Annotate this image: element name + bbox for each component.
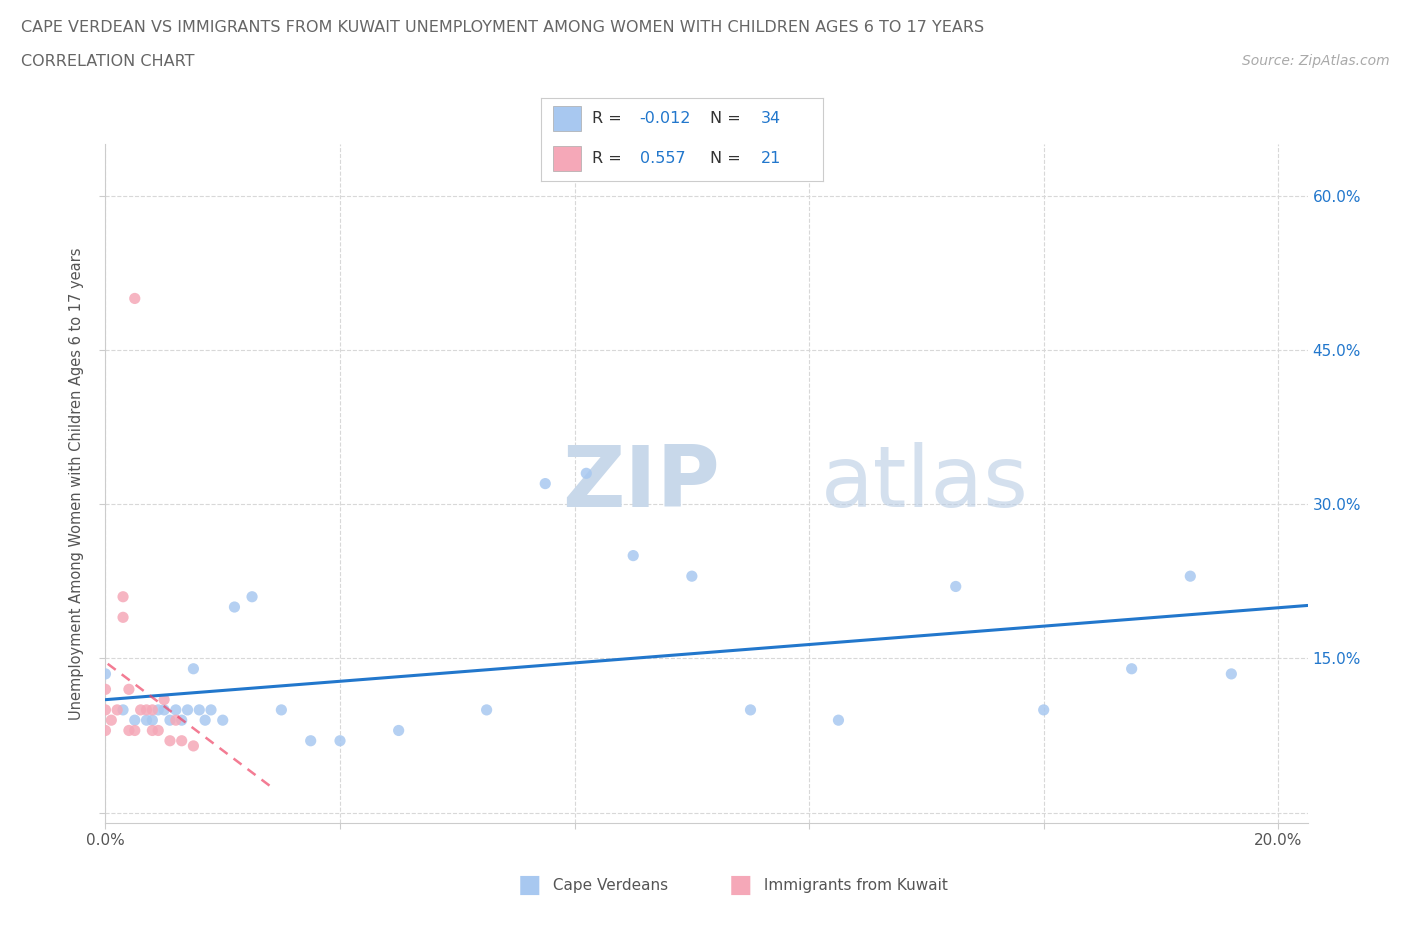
Point <box>94 682 117 697</box>
Point <box>112 702 135 717</box>
Text: 21: 21 <box>761 152 780 166</box>
Point <box>148 702 170 717</box>
Point <box>165 712 187 727</box>
Bar <box>553 106 581 131</box>
Point <box>194 712 217 727</box>
Point <box>94 667 117 682</box>
Point <box>105 702 128 717</box>
Point <box>176 702 198 717</box>
Point <box>200 702 222 717</box>
Point <box>100 712 122 727</box>
Point <box>141 723 163 737</box>
Point <box>240 590 263 604</box>
Point <box>165 702 187 717</box>
Point <box>129 702 152 717</box>
Point <box>188 702 211 717</box>
Text: ■: ■ <box>517 873 541 897</box>
Point <box>141 702 163 717</box>
Point <box>94 702 117 717</box>
Point <box>153 702 176 717</box>
Point <box>740 702 762 717</box>
Point <box>575 466 598 481</box>
Point <box>211 712 233 727</box>
Point <box>299 734 322 749</box>
Point <box>1121 661 1143 676</box>
Text: N =: N = <box>710 152 741 166</box>
Point <box>124 712 146 727</box>
Point <box>270 702 292 717</box>
Text: CORRELATION CHART: CORRELATION CHART <box>21 54 194 69</box>
Text: ZIP: ZIP <box>562 442 720 525</box>
Point <box>183 661 205 676</box>
Text: N =: N = <box>710 111 741 126</box>
Point <box>681 569 703 584</box>
Point <box>1220 667 1243 682</box>
Bar <box>553 146 581 171</box>
Text: Cape Verdeans: Cape Verdeans <box>548 878 668 893</box>
Point <box>112 610 135 625</box>
Point <box>170 712 193 727</box>
Text: atlas: atlas <box>821 442 1029 525</box>
Point <box>621 548 644 563</box>
Point <box>124 291 146 306</box>
Point <box>135 712 157 727</box>
Point <box>148 723 170 737</box>
Text: R =: R = <box>592 152 621 166</box>
Point <box>124 723 146 737</box>
Text: ■: ■ <box>728 873 752 897</box>
Point <box>945 579 967 594</box>
Point <box>1180 569 1202 584</box>
Point <box>827 712 849 727</box>
Point <box>329 734 352 749</box>
Point <box>183 738 205 753</box>
Point <box>159 734 181 749</box>
Point <box>112 590 135 604</box>
Point <box>118 723 141 737</box>
Point <box>1032 702 1054 717</box>
Text: CAPE VERDEAN VS IMMIGRANTS FROM KUWAIT UNEMPLOYMENT AMONG WOMEN WITH CHILDREN AG: CAPE VERDEAN VS IMMIGRANTS FROM KUWAIT U… <box>21 20 984 35</box>
Text: 34: 34 <box>761 111 780 126</box>
Point <box>141 712 163 727</box>
Text: Source: ZipAtlas.com: Source: ZipAtlas.com <box>1241 54 1389 68</box>
Point <box>135 702 157 717</box>
Point <box>159 712 181 727</box>
Point <box>388 723 411 737</box>
Text: 0.557: 0.557 <box>640 152 685 166</box>
Text: R =: R = <box>592 111 621 126</box>
Point <box>224 600 246 615</box>
Point <box>118 682 141 697</box>
Point <box>94 723 117 737</box>
Point <box>170 734 193 749</box>
Point <box>534 476 557 491</box>
Y-axis label: Unemployment Among Women with Children Ages 6 to 17 years: Unemployment Among Women with Children A… <box>69 247 84 720</box>
Text: -0.012: -0.012 <box>640 111 692 126</box>
Point <box>475 702 498 717</box>
Point <box>153 692 176 707</box>
Text: Immigrants from Kuwait: Immigrants from Kuwait <box>759 878 948 893</box>
